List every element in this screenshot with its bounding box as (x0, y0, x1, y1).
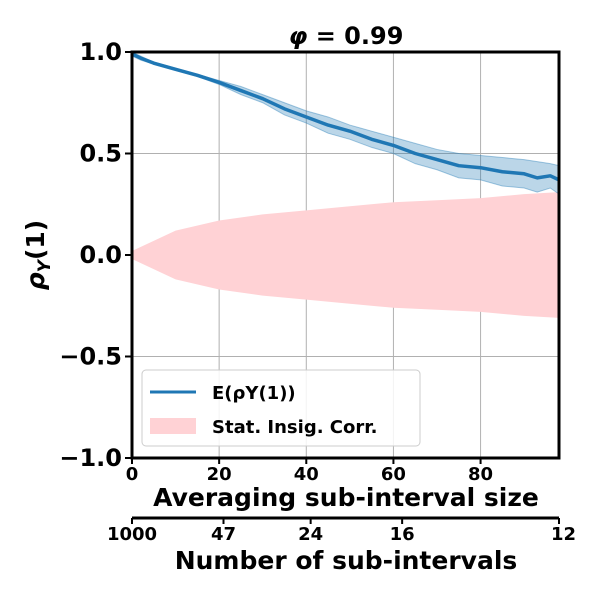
x-ticks: 0 20 40 60 80 (126, 458, 493, 485)
series-line (131, 52, 560, 182)
y-axis-label: ρY(1) (21, 220, 55, 290)
secondary-tick-label: 24 (298, 524, 323, 545)
y-tick-label: −1.0 (59, 444, 122, 472)
x-tick-label: 80 (468, 464, 493, 485)
secondary-tick-label: 47 (211, 524, 236, 545)
secondary-tick-label: 16 (390, 524, 415, 545)
insignificant-correlation-area (132, 192, 559, 318)
secondary-x-axis-label: Number of sub-intervals (175, 546, 518, 575)
x-tick-label: 0 (126, 464, 139, 485)
chart-title: φ = 0.99 (289, 22, 404, 50)
secondary-tick-label: 12 (551, 524, 576, 545)
y-tick-label: 0.5 (79, 140, 122, 168)
insignificant-correlation-band (132, 192, 559, 318)
series-line-path (131, 52, 560, 182)
y-tick-label: 0.0 (79, 241, 122, 269)
legend-label-area: Stat. Insig. Corr. (212, 417, 377, 438)
legend-label-series: E(ρY(1)) (212, 383, 296, 404)
x-tick-label: 20 (207, 464, 232, 485)
legend-area-swatch (150, 418, 196, 434)
x-tick-label: 60 (381, 464, 406, 485)
x-axis-label: Averaging sub-interval size (153, 483, 539, 512)
legend: E(ρY(1)) Stat. Insig. Corr. (141, 369, 421, 447)
secondary-x-axis: 1000 47 24 16 12 (107, 516, 576, 545)
legend-box (141, 369, 421, 447)
y-ticks: −1.0 −0.5 0.0 0.5 1.0 (59, 38, 132, 472)
x-tick-label: 40 (294, 464, 319, 485)
secondary-tick-label: 1000 (107, 524, 157, 545)
y-tick-label: 1.0 (79, 38, 122, 66)
y-tick-label: −0.5 (59, 343, 122, 371)
